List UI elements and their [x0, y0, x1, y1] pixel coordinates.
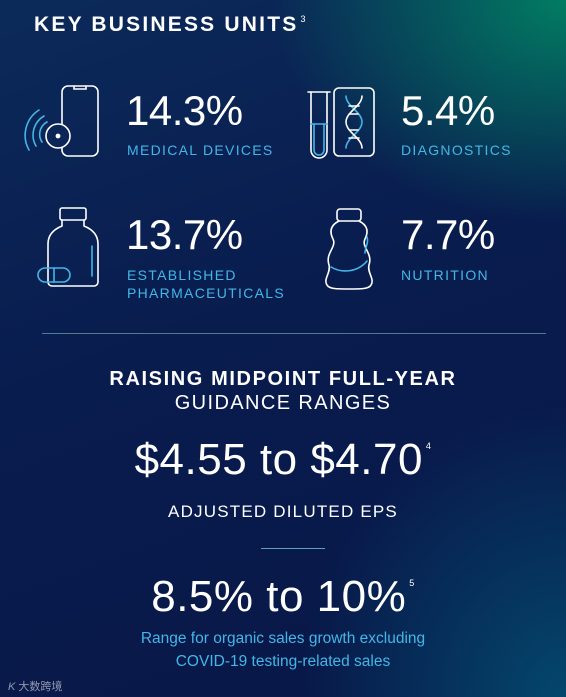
diagnostics-percent: 5.4% — [401, 87, 495, 134]
medical-devices-label: MEDICAL DEVICES — [127, 142, 274, 158]
nutrition-label: NUTRITION — [401, 267, 489, 283]
eps-label: ADJUSTED DILUTED EPS — [168, 502, 398, 521]
watermark-logo-icon: K — [8, 681, 16, 693]
page-title: KEY BUSINESS UNITS 3 — [34, 13, 305, 37]
nutrition-bottle-icon — [323, 207, 375, 291]
guidance-heading-light: GUIDANCE RANGES — [174, 392, 392, 414]
eps-footnote: 4 — [425, 441, 432, 451]
growth-footnote: 5 — [409, 578, 415, 588]
growth-description-line2: COVID-19 testing-related sales — [175, 653, 391, 670]
diagnostics-label: DIAGNOSTICS — [401, 142, 512, 158]
established-pharma-label: ESTABLISHED PHARMACEUTICALS — [127, 266, 285, 302]
established-pharma-percent: 13.7% — [126, 211, 243, 258]
medical-devices-percent: 14.3% — [126, 87, 243, 134]
growth-range-value: 8.5% to 10% — [151, 572, 407, 621]
established-pharma-label-line2: PHARMACEUTICALS — [127, 285, 285, 301]
growth-description-line1: Range for organic sales growth excluding — [140, 630, 426, 647]
guidance-heading: RAISING MIDPOINT FULL-YEAR GUIDANCE RANG… — [0, 369, 566, 413]
nutrition-percent: 7.7% — [401, 211, 495, 258]
pill-bottle-icon — [36, 206, 104, 290]
guidance-divider — [261, 548, 325, 549]
medical-device-icon — [22, 84, 102, 160]
guidance-heading-bold: RAISING MIDPOINT FULL-YEAR — [109, 368, 457, 390]
test-tube-dna-icon — [306, 84, 378, 160]
watermark-text: 大数跨境 — [18, 681, 63, 693]
section-divider — [42, 333, 546, 334]
title-footnote: 3 — [300, 14, 306, 24]
page-title-text: KEY BUSINESS UNITS — [34, 13, 299, 36]
eps-range-value: $4.55 to $4.70 — [134, 435, 423, 484]
growth-description: Range for organic sales growth excluding… — [0, 627, 566, 673]
established-pharma-label-line1: ESTABLISHED — [127, 267, 237, 283]
eps-range: $4.55 to $4.70 4 — [0, 438, 566, 482]
growth-range: 8.5% to 10% 5 — [0, 575, 566, 619]
watermark: K 大数跨境 — [8, 678, 62, 694]
